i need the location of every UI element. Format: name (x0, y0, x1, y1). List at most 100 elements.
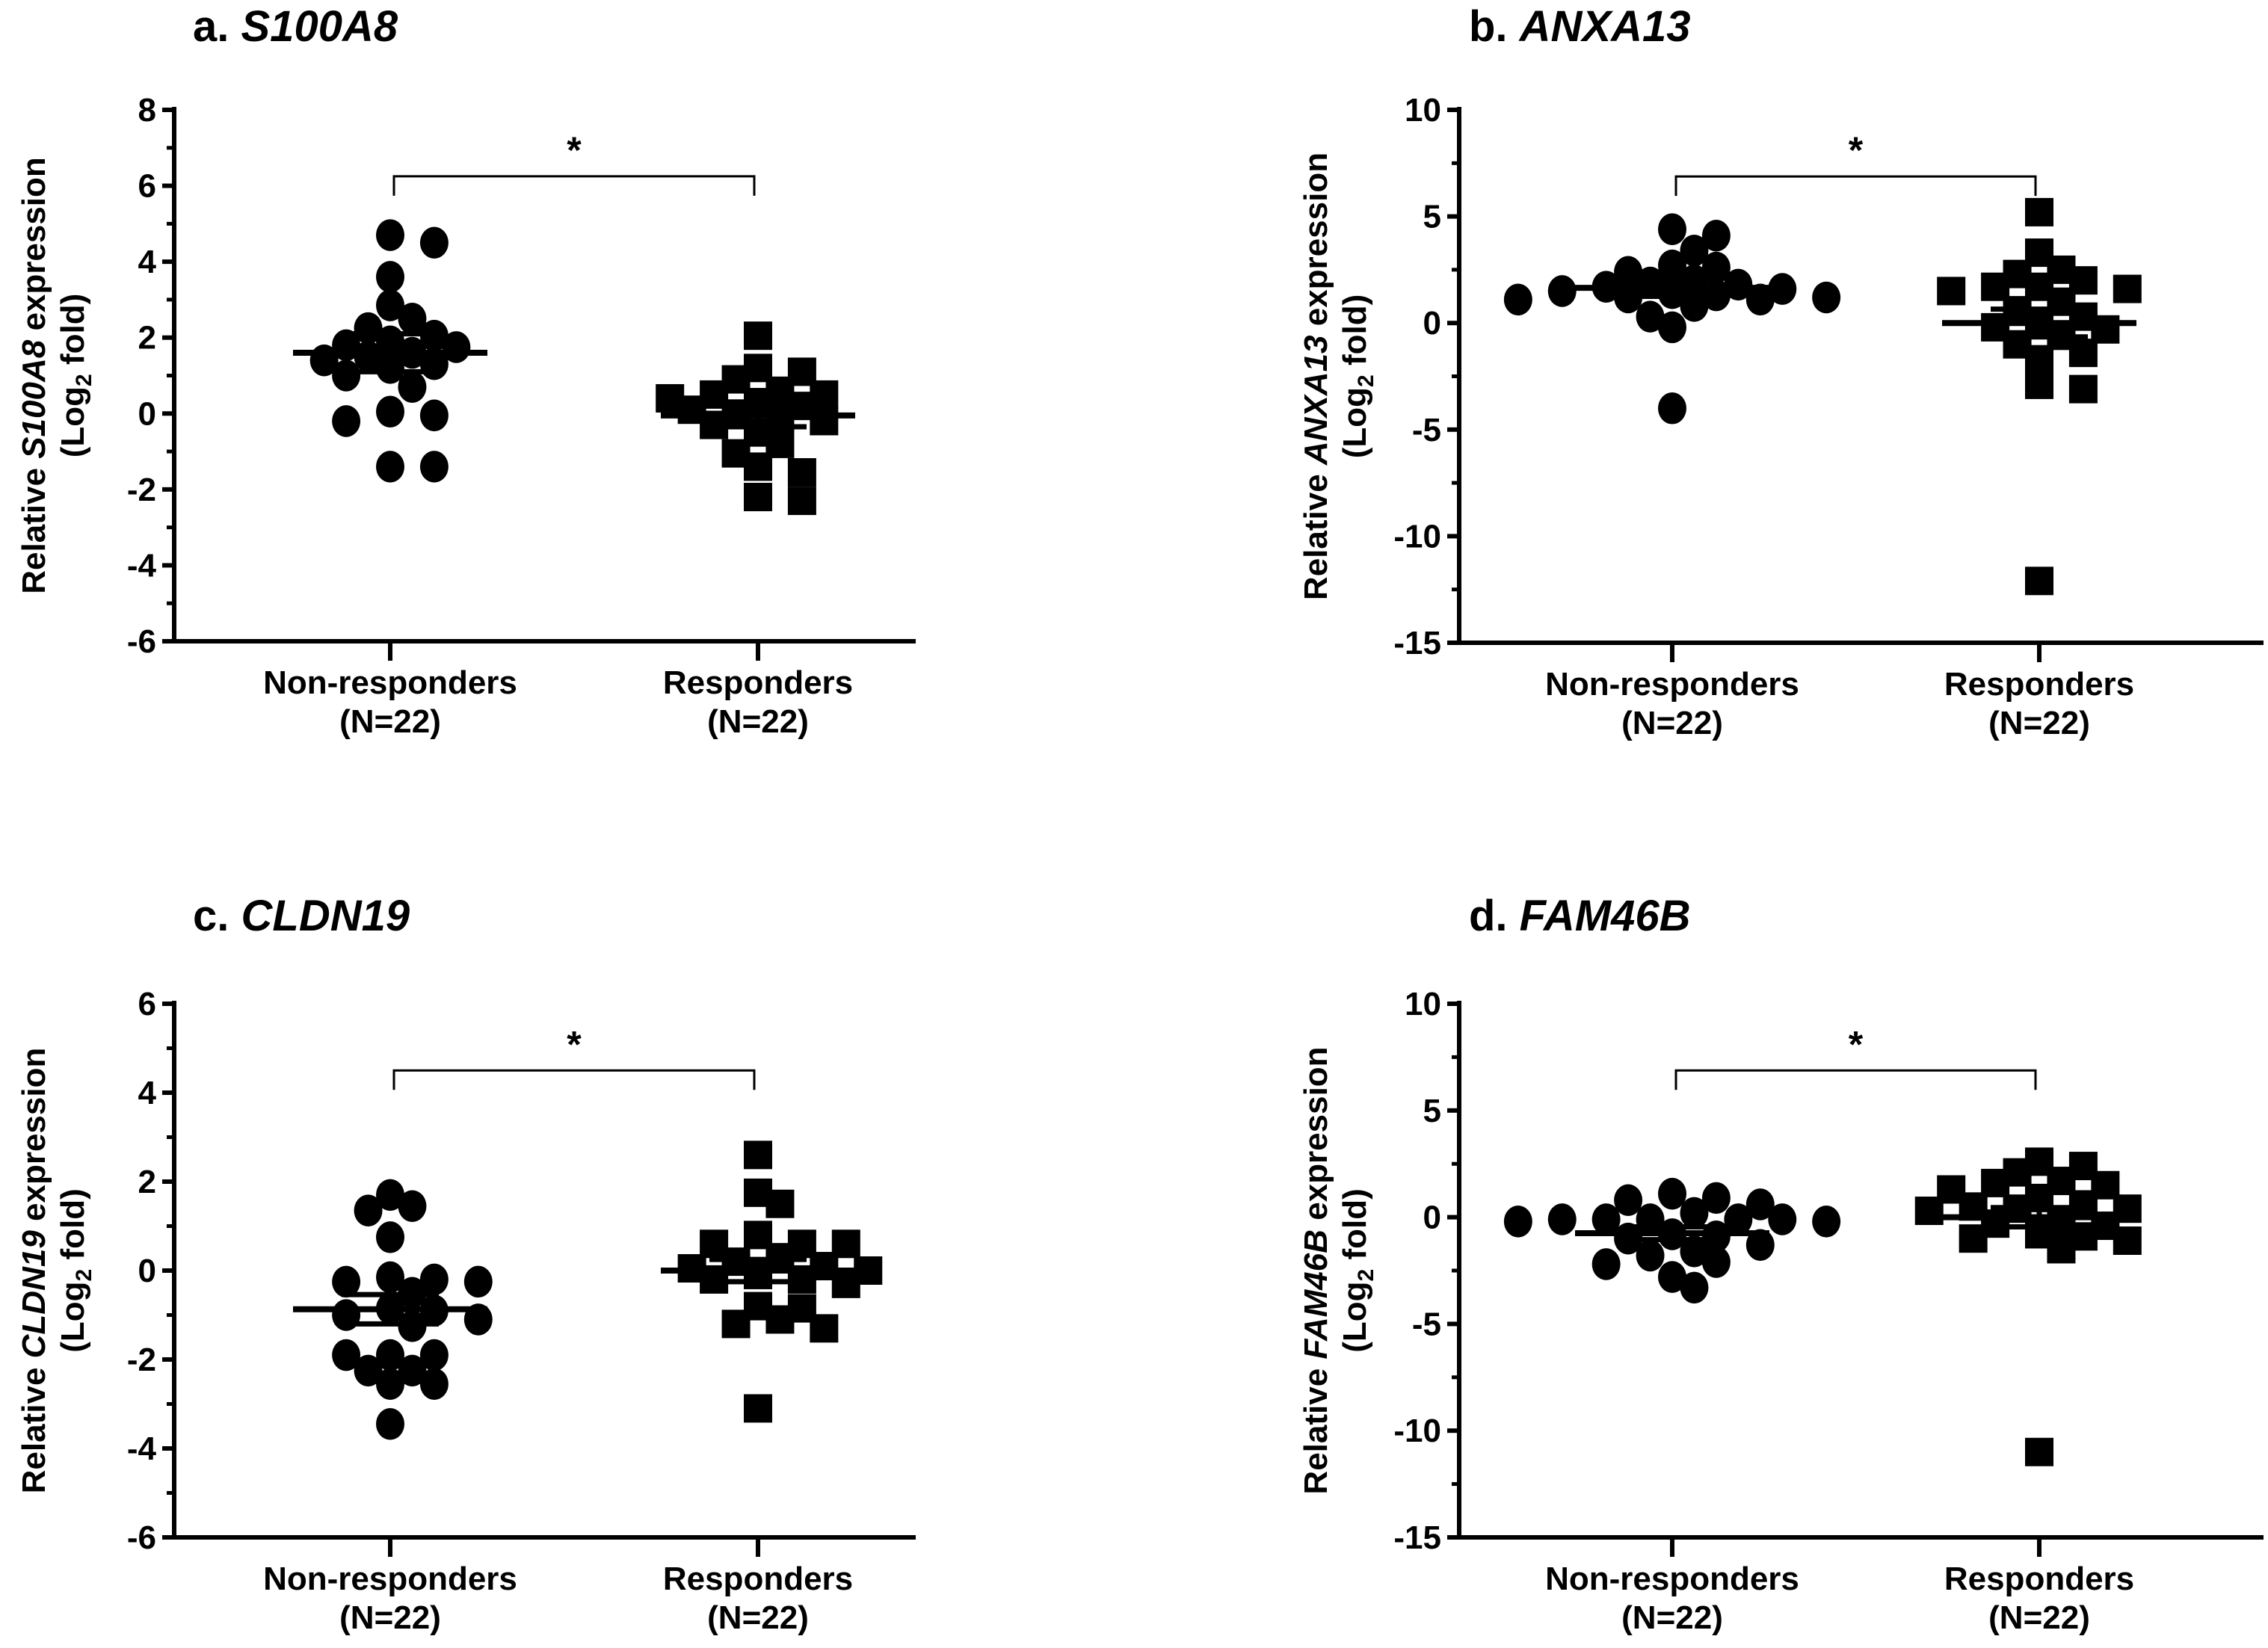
panel-letter: a. (193, 2, 241, 51)
data-point-circle (1658, 1177, 1686, 1210)
data-point-square (2068, 339, 2098, 368)
y-axis-label-units: (Log2 fold) (1337, 1188, 1378, 1353)
y-tick-label: -15 (1393, 1519, 1441, 1556)
units-text: (Log (55, 1281, 91, 1352)
y-tick-label: 5 (1423, 199, 1441, 235)
data-point-circle (419, 451, 449, 483)
data-point-circle (419, 226, 449, 259)
data-point-circle (376, 261, 404, 293)
y-label-suffix: expression (16, 1048, 52, 1231)
data-point-square (744, 452, 772, 481)
y-tick-label: 0 (138, 1253, 156, 1289)
data-point-circle (1701, 219, 1731, 252)
y-axis-label: Relative S100A8 expression (16, 157, 52, 594)
units-subscript: 2 (1354, 374, 1378, 387)
y-tick-label: -2 (127, 472, 156, 508)
data-point-circle (332, 359, 361, 392)
data-point-square (810, 407, 839, 436)
significance-bracket (1674, 1069, 2037, 1090)
data-point-square (2068, 374, 2098, 404)
y-tick-label: -10 (1393, 1413, 1441, 1449)
panel-letter: b. (1469, 2, 1520, 51)
significance-star: * (1849, 1023, 1864, 1065)
data-point-circle (419, 1339, 449, 1371)
data-point-circle (1701, 1182, 1731, 1215)
data-point-square (2047, 1235, 2076, 1264)
x-tick-label: Non-responders (263, 1561, 517, 1597)
data-point-circle (1745, 1188, 1775, 1220)
data-point-circle (1724, 268, 1753, 301)
data-point-circle (398, 1190, 427, 1223)
y-label-prefix: Relative (1298, 465, 1334, 600)
data-point-circle (419, 1263, 449, 1296)
data-point-circle (376, 1368, 404, 1401)
data-point-square (2025, 1437, 2053, 1466)
data-point-square (1959, 1224, 1988, 1253)
data-point-square (744, 483, 772, 512)
y-tick-label: 4 (138, 1075, 157, 1111)
y-tick-label: -4 (127, 1431, 157, 1467)
y-tick-label: -5 (1412, 1306, 1441, 1342)
units-subscript: 2 (72, 1269, 96, 1282)
data-point-circle (1701, 251, 1731, 284)
y-tick-label: -6 (127, 1519, 156, 1556)
units-text: fold) (55, 1188, 91, 1269)
data-point-circle (398, 303, 427, 335)
data-point-circle (1591, 1203, 1621, 1235)
y-label-gene: FAM46B (1298, 1229, 1334, 1360)
data-point-circle (376, 1407, 404, 1440)
data-point-circle (398, 371, 427, 404)
data-point-square (2025, 345, 2053, 374)
data-point-square (787, 458, 816, 487)
y-tick-label: 2 (138, 320, 156, 357)
data-point-circle (1658, 213, 1686, 245)
data-point-circle (1768, 1203, 1797, 1235)
panel-title: c. CLDN19 (193, 892, 410, 940)
data-point-circle (1636, 1239, 1665, 1272)
significance-bracket (392, 1069, 756, 1090)
data-point-circle (1658, 1261, 1686, 1293)
data-point-circle (332, 405, 361, 437)
data-point-square (765, 1189, 795, 1218)
x-tick-label: Responders (1944, 666, 2134, 703)
y-tick-label: 10 (1405, 92, 1441, 129)
y-label-prefix: Relative (1298, 1360, 1334, 1495)
group-n-label: (N=22) (707, 1599, 809, 1636)
data-point-square (1914, 1197, 1944, 1226)
data-point-square (810, 1314, 839, 1343)
data-point-circle (354, 1354, 383, 1387)
y-tick-label: -15 (1393, 625, 1441, 661)
data-point-circle (1680, 1197, 1709, 1229)
panel-letter: d. (1469, 892, 1520, 940)
y-axis-label-units: (Log2 fold) (55, 1188, 96, 1353)
x-tick-label: Responders (663, 1561, 853, 1597)
data-point-circle (1701, 1246, 1731, 1278)
y-tick-label: 4 (138, 244, 157, 280)
units-subscript: 2 (1354, 1269, 1378, 1282)
y-axis-label: Relative FAM46B expression (1298, 1046, 1334, 1494)
data-point-circle (1636, 300, 1665, 333)
data-point-circle (1680, 1235, 1709, 1268)
y-axis-label: Relative ANXA13 expression (1298, 152, 1334, 600)
data-point-square (744, 321, 772, 351)
units-text: (Log (1337, 1281, 1373, 1352)
data-point-circle (1547, 1203, 1577, 1235)
y-tick-label: 0 (1423, 305, 1441, 342)
data-point-circle (1724, 1203, 1753, 1235)
units-text: fold) (1337, 294, 1373, 375)
group-n-label: (N=22) (339, 1599, 441, 1636)
y-axis-label-units: (Log2 fold) (1337, 294, 1378, 459)
x-tick-label: Non-responders (1545, 1561, 1799, 1597)
data-point-circle (419, 1368, 449, 1401)
panel-letter: c. (193, 892, 241, 940)
data-point-circle (376, 219, 404, 251)
data-point-circle (463, 1265, 493, 1298)
data-point-circle (376, 451, 404, 483)
data-point-circle (419, 399, 449, 432)
y-label-prefix: Relative (16, 459, 52, 594)
data-point-square (2113, 1226, 2142, 1256)
data-point-circle (1768, 273, 1797, 305)
gene-name: S100A8 (241, 2, 398, 51)
